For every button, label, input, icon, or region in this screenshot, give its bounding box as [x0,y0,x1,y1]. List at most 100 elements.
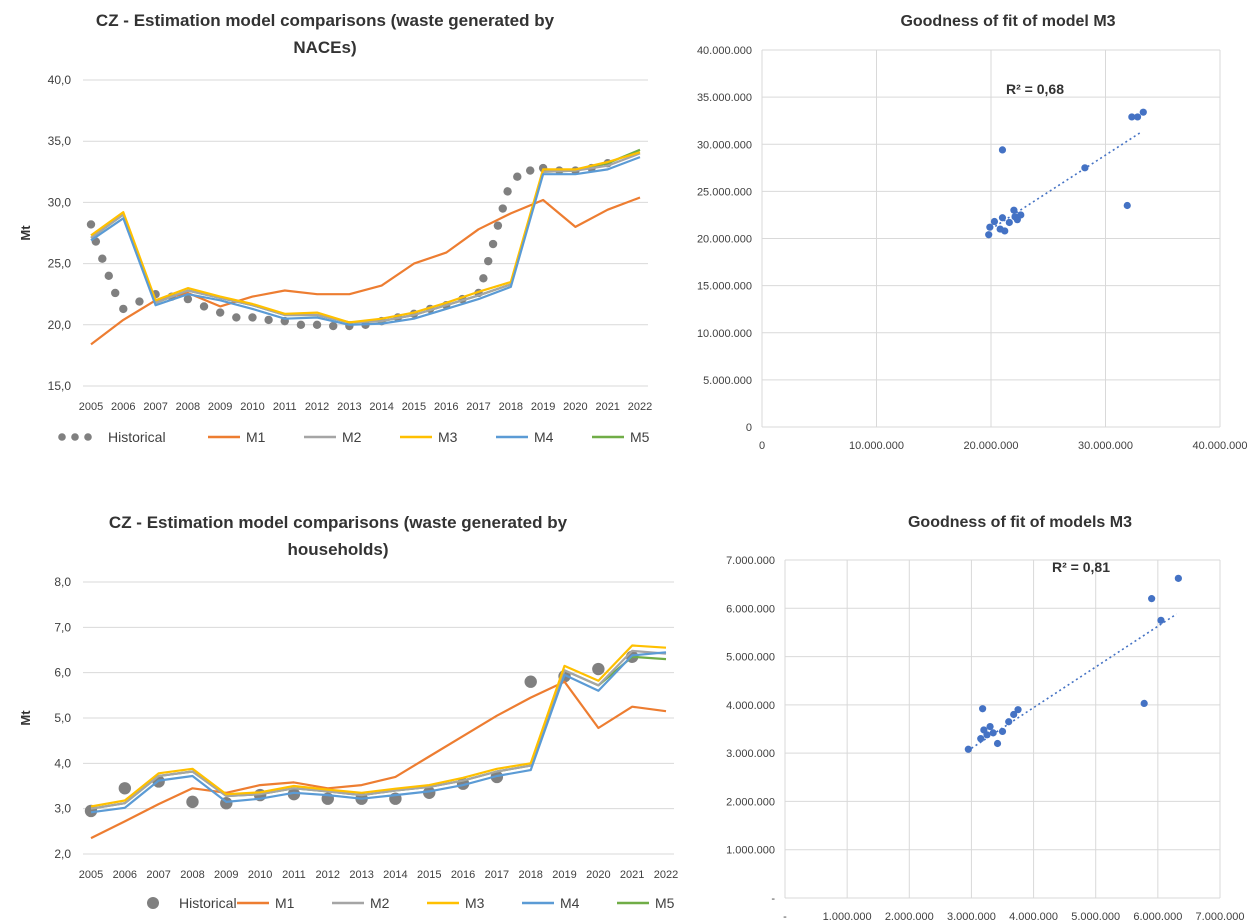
historical-point [98,254,107,263]
x-tick-label: 2013 [349,869,373,881]
historical-point [135,297,144,306]
chart-title-line1: CZ - Estimation model comparisons (waste… [109,513,568,532]
scatter-point [986,722,994,731]
x-tick-label: 2.000.000 [885,911,934,923]
y-tick-label: 2,0 [54,847,71,861]
historical-point [199,302,209,311]
scatter-point [1148,595,1156,603]
y-tick-label: 7.000.000 [726,555,775,567]
historical-point [484,256,493,266]
x-tick-label: 2019 [531,401,555,413]
x-tick-label: 10.000.000 [849,440,904,452]
x-tick-label: 2022 [628,401,652,413]
legend-label-historical: Historical [108,429,166,445]
scatter-point [1081,164,1089,172]
x-tick-label: 2017 [466,401,490,413]
series-line-m2 [90,649,667,810]
scatter-point [1005,218,1013,227]
legend-marker-historical [71,433,79,441]
x-tick-label: 2017 [485,869,509,881]
legend-label-historical: Historical [179,895,237,911]
y-tick-label: 1.000.000 [726,845,775,857]
x-tick-label: 2005 [79,869,103,881]
series-line-m4 [90,156,641,326]
r-squared-annotation: R² = 0,68 [1006,81,1064,97]
x-tick-label: 2006 [111,401,135,413]
y-tick-label: 5,0 [54,711,71,725]
historical-point [287,787,301,801]
y-tick-label: 4,0 [54,756,71,770]
y-tick-label: 25.000.000 [697,186,752,198]
series-line-m1 [90,680,667,840]
y-tick-label: 4.000.000 [726,700,775,712]
scatter-point [990,217,999,226]
legend-label-m4: M4 [560,895,580,911]
x-tick-label: 2010 [248,869,272,881]
x-tick-label: 2006 [113,869,137,881]
x-tick-label: 2014 [369,401,393,413]
x-tick-label: 2007 [146,869,170,881]
scatter-point [986,223,994,231]
x-tick-label: 40.000.000 [1192,440,1247,452]
x-tick-label: 6.000.000 [1133,911,1182,923]
x-tick-label: 2020 [563,401,587,413]
historical-point [329,321,338,331]
x-tick-label: 30.000.000 [1078,440,1133,452]
historical-point [592,662,605,676]
historical-point [488,239,498,249]
legend-marker-historical [58,433,66,441]
historical-point [513,172,522,181]
series-line-m4 [90,651,667,814]
historical-point [264,315,273,325]
y-tick-label: 15.000.000 [697,281,752,293]
historical-point [526,166,535,175]
scatter-point [1011,213,1019,221]
series-line-m2 [90,152,641,324]
legend-label-m2: M2 [370,895,390,911]
y-tick-label: 3.000.000 [726,748,775,760]
historical-point [503,187,512,196]
series-line-m1 [90,196,641,346]
y-tick-label: 40.000.000 [697,45,752,57]
scatter-point [998,214,1007,222]
y-tick-label: 30,0 [48,195,72,209]
historical-point [248,313,257,322]
legend-label-m5: M5 [630,429,650,445]
x-tick-label: 2010 [240,401,264,413]
legend-label-m5: M5 [655,895,675,911]
x-tick-label: 2015 [402,401,426,413]
legend-marker-historical [147,897,159,909]
y-tick-label: 6,0 [54,666,71,680]
scatter-point [1001,227,1009,235]
x-tick-label: 2009 [208,401,232,413]
scatter-point [1123,201,1131,210]
y-tick-label: 35.000.000 [697,92,752,104]
historical-point [104,271,113,281]
scatter-point [985,231,993,239]
x-tick-label: 2014 [383,869,407,881]
x-tick-label: 2021 [595,401,619,413]
historical-point [119,304,128,314]
scatter-point [998,727,1007,736]
scatter-point [989,729,997,737]
x-tick-label: 2022 [654,869,678,881]
historical-point [493,221,503,230]
scatter-point [998,146,1007,154]
series-line-m3 [90,151,641,324]
x-tick-label: 2007 [143,401,167,413]
x-tick-label: 5.000.000 [1071,911,1120,923]
scatter-point [1133,113,1142,121]
series-line-m5 [90,655,667,810]
scatter-point [1157,616,1165,624]
chart-title: Goodness of fit of models M3 [908,514,1132,531]
x-tick-label: 2018 [499,401,523,413]
scatter-point [1017,211,1025,219]
y-tick-label: 10.000.000 [697,328,752,340]
y-tick-label: - [771,893,775,905]
line-chart-households: CZ - Estimation model comparisons (waste… [18,513,678,911]
scatter-point [1010,206,1018,214]
x-tick-label: 2012 [305,401,329,413]
scatter-point [979,705,987,713]
scatter-point [1139,108,1147,116]
x-tick-label: 2011 [282,869,306,881]
